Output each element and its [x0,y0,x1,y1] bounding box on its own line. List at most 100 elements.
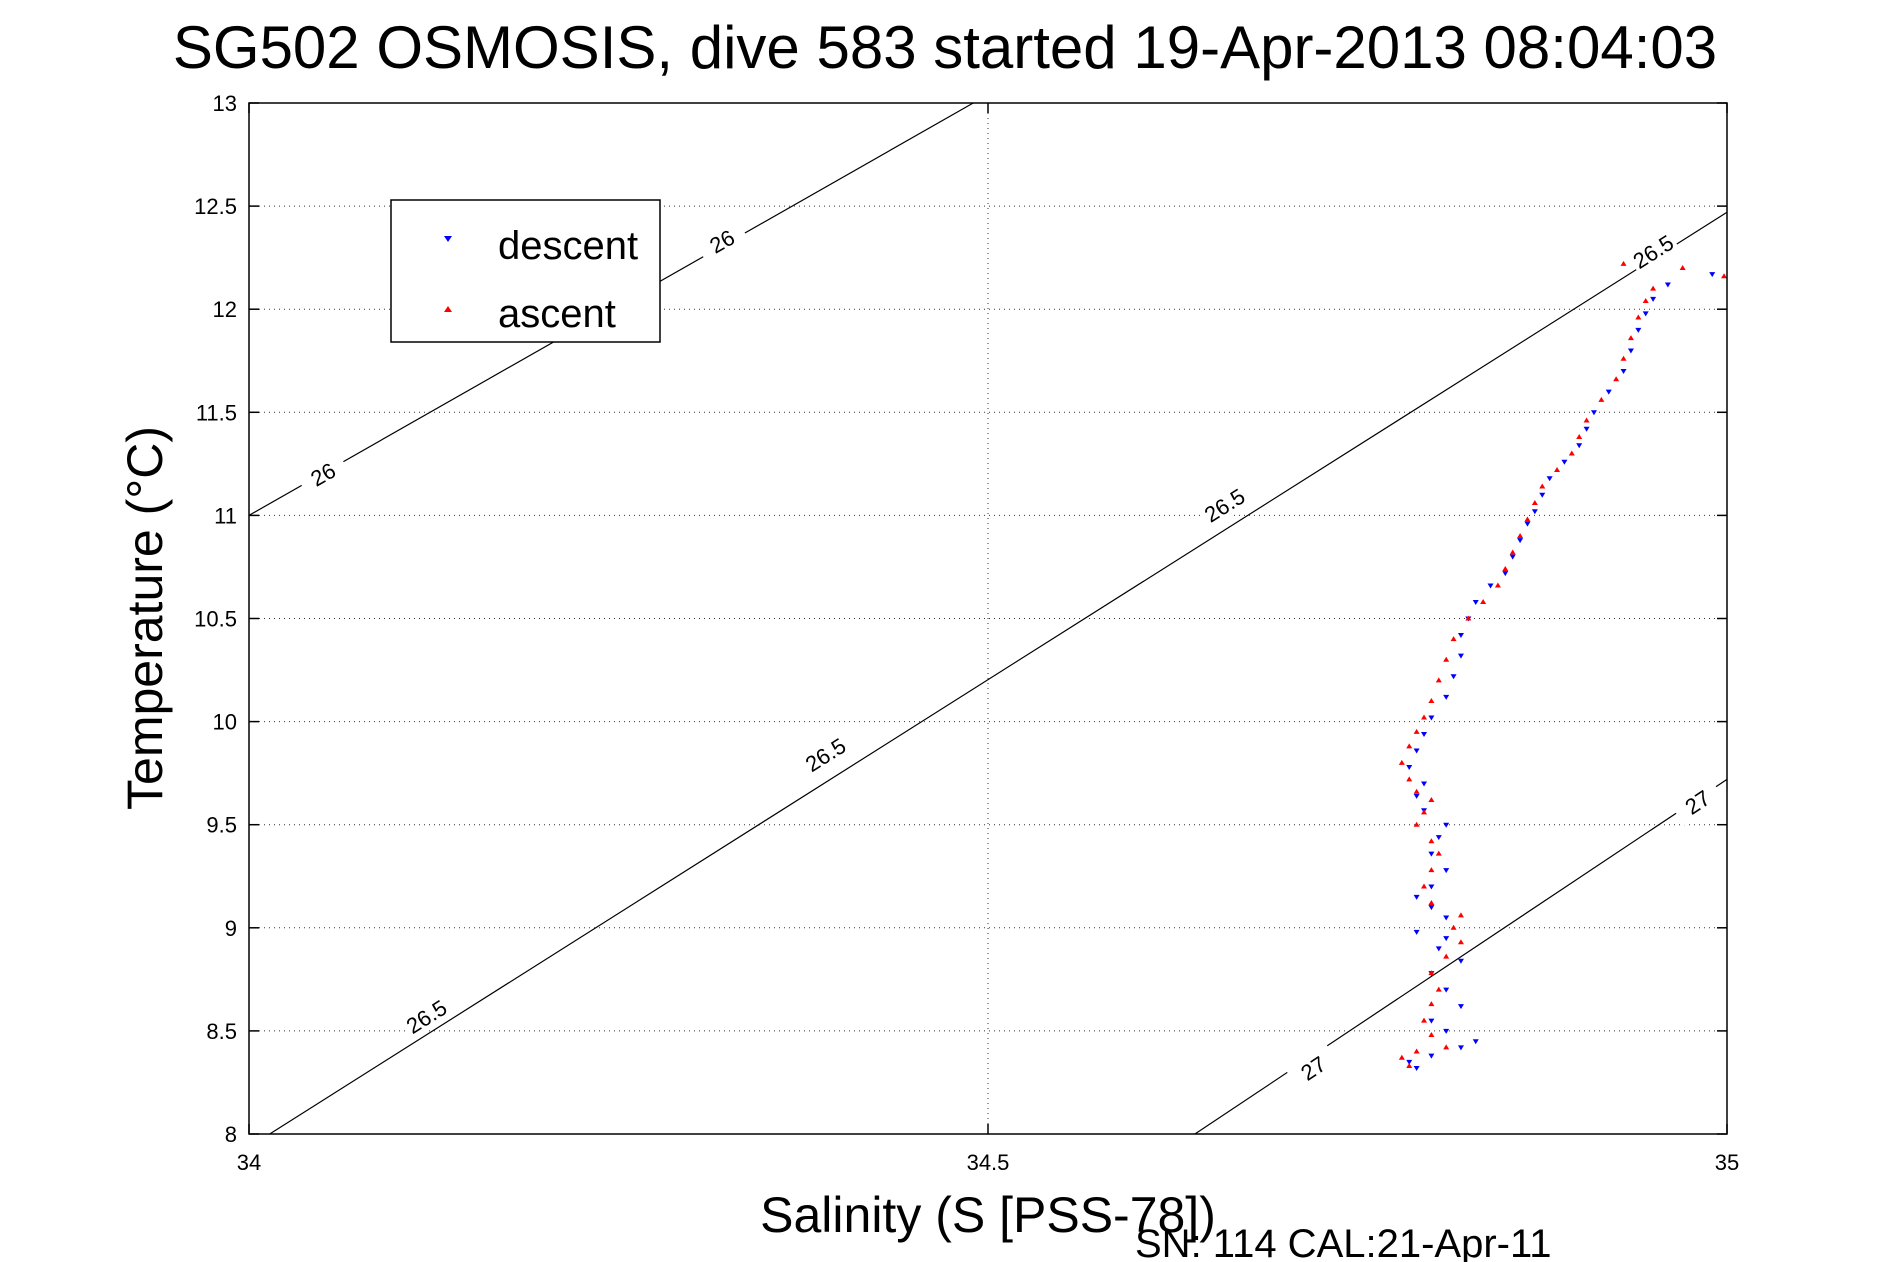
contour-label-background [1196,480,1252,529]
x-tick-label: 34 [237,1150,261,1175]
ascent-point [1443,1044,1450,1050]
descent-point [1457,1045,1464,1051]
ascent-point [1421,1017,1428,1023]
descent-point [1576,443,1583,449]
descent-point [1406,1059,1413,1065]
contour-label-background [1625,226,1680,275]
ascent-point [1428,697,1435,703]
ascent-point [1598,396,1605,402]
descent-point [1428,851,1435,857]
descent-point [1428,1018,1435,1024]
legend-ascent-marker [444,306,452,312]
chart-title: SG502 OSMOSIS, dive 583 started 19-Apr-2… [173,14,1717,81]
ascent-point [1465,615,1472,621]
ascent-point [1583,417,1590,423]
ascent-point [1428,970,1435,976]
ascent-point [1620,355,1627,361]
ascent-point [1428,1032,1435,1038]
descent-point [1524,521,1531,527]
descent-point [1531,509,1538,515]
y-tick-label: 12.5 [194,194,237,219]
ascent-point [1428,796,1435,802]
descent-point [1650,296,1657,302]
descent-point [1457,653,1464,659]
contour-label-background [1285,1043,1340,1092]
ascent-point [1679,264,1686,270]
y-tick-label: 11.5 [196,400,237,425]
ascent-point [1428,867,1435,873]
descent-point [1421,731,1428,737]
ascent-point [1428,1001,1435,1007]
ascent-point [1642,297,1649,303]
descent-point [1413,793,1420,799]
ascent-point [1509,549,1516,555]
descent-point [1428,715,1435,721]
ascent-point [1413,1048,1420,1054]
descent-point [1457,958,1464,964]
descent-point [1517,538,1524,544]
descent-point [1635,327,1642,333]
y-tick-label: 8 [225,1122,237,1147]
ascent-point [1613,376,1620,382]
y-tick-label: 13 [213,91,237,116]
ascent-point [1413,821,1420,827]
ascent-point [1620,260,1627,266]
descent-point [1664,282,1671,288]
ascent-point [1435,677,1442,683]
ascent-point [1494,582,1501,588]
ascent-point [1421,883,1428,889]
contour-label-background [694,217,749,264]
ascent-point [1539,483,1546,489]
descent-point [1502,571,1509,577]
descent-point [1406,764,1413,770]
ascent-point [1650,285,1657,291]
ascent-point [1576,434,1583,440]
serial-calibration-note: SN: 114 CAL:21-Apr-11 [1135,1222,1552,1262]
descent-point [1509,554,1516,560]
ascent-point [1502,566,1509,572]
descent-point [1627,348,1634,354]
ascent-point [1428,900,1435,906]
ascent-point [1435,986,1442,992]
axis-ticks: 34 34.5 35 8 8.5 9 9.5 10 10.5 11 11.5 12 12.5 13 [194,91,1739,1175]
descent-point [1443,987,1450,993]
descent-point [1642,311,1649,317]
legend-box [390,199,661,343]
ascent-point [1457,912,1464,918]
legend-ascent-label: ascent [498,292,616,336]
ascent-point [1421,809,1428,815]
descent-point [1421,781,1428,787]
ascent-point [1635,314,1642,320]
descent-point [1428,905,1435,911]
legend-descent-marker [444,236,452,242]
descent-point [1472,1039,1479,1045]
y-axis-label: Temperature (°C) [117,426,173,810]
descent-point [1620,369,1627,375]
ascent-point [1421,714,1428,720]
descent-point [1413,748,1420,754]
y-tick-label: 12 [213,297,237,322]
descent-point [1435,946,1442,952]
y-tick-label: 8.5 [206,1019,237,1044]
x-axis-label: Salinity (S [PSS-78]) [760,1187,1216,1243]
descent-point [1428,884,1435,890]
contour-label-background [797,729,853,778]
descent-point [1443,868,1450,874]
descent-point [1605,389,1612,395]
descent-point [1457,632,1464,638]
series-ascent [1398,260,1728,1068]
legend-descent-label: descent [498,224,638,268]
ascent-point [1450,636,1457,642]
ascent-point [1406,743,1413,749]
ascent-point [1554,467,1561,473]
y-tick-label: 11 [214,503,237,528]
descent-point [1539,492,1546,498]
ascent-point [1568,450,1575,456]
series-descent [1406,272,1716,1072]
descent-point [1583,426,1590,432]
ascent-point [1531,500,1538,506]
ascent-point [1627,335,1634,341]
ascent-point [1413,788,1420,794]
descent-point [1435,835,1442,841]
